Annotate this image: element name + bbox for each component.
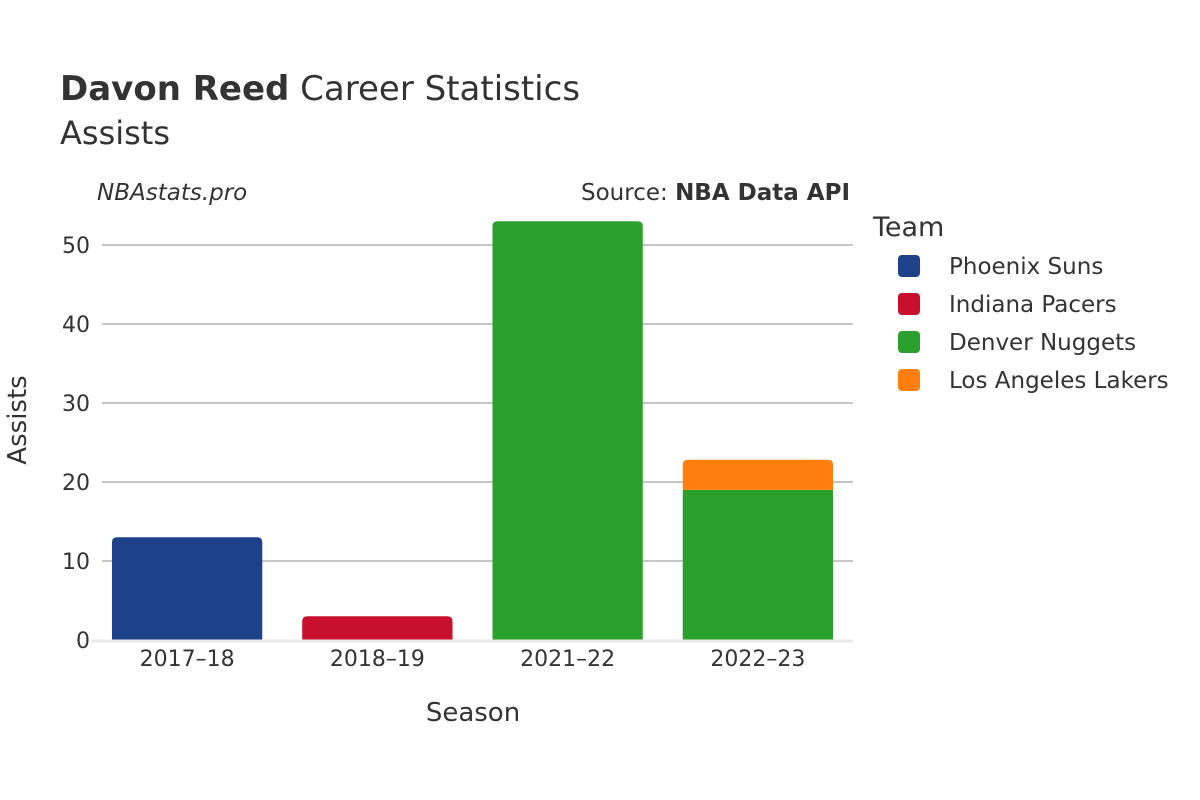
x-axis-title: Season <box>426 698 520 728</box>
bar-segment <box>492 221 643 641</box>
bar-segment <box>302 616 453 640</box>
bar-segment <box>682 489 834 640</box>
legend-swatch <box>898 369 920 391</box>
chart-title: Davon Reed Career Statistics <box>60 69 580 109</box>
player-name: Davon Reed <box>60 69 289 109</box>
chart-subtitle: Assists <box>60 114 170 152</box>
y-tick-label: 10 <box>62 550 90 575</box>
y-axis-title: Assists <box>3 375 33 464</box>
x-tick-label: 2018–19 <box>330 647 425 672</box>
y-tick-label: 50 <box>62 234 90 259</box>
legend-item-label: Los Angeles Lakers <box>949 368 1169 394</box>
legend-item-label: Indiana Pacers <box>949 292 1117 318</box>
source-name: NBA Data API <box>675 180 850 206</box>
legend-item-label: Denver Nuggets <box>949 330 1136 356</box>
y-tick-label: 20 <box>62 471 90 496</box>
x-tick-label: 2017–18 <box>140 647 235 672</box>
title-rest: Career Statistics <box>289 69 580 109</box>
y-tick-label: 30 <box>62 392 90 417</box>
source-prefix: Source: <box>581 180 675 206</box>
bar-segment <box>111 537 263 640</box>
watermark: NBAstats.pro <box>97 180 247 206</box>
source-text: Source: NBA Data API <box>581 180 850 206</box>
y-tick-label: 0 <box>76 629 90 654</box>
x-tick-label: 2021–22 <box>520 647 615 672</box>
legend: Team Phoenix Suns Indiana Pacers Denver Nu… <box>872 212 1169 394</box>
x-tick-label: 2022–23 <box>710 647 805 672</box>
y-tick-label: 40 <box>62 313 90 338</box>
legend-item-label: Phoenix Suns <box>949 254 1103 280</box>
legend-swatch <box>898 255 920 277</box>
legend-title: Team <box>872 212 944 243</box>
legend-swatch <box>898 293 920 315</box>
bars <box>111 221 834 641</box>
legend-swatch <box>898 331 920 353</box>
axes: 0 10 20 30 40 50 2017–18 2018–19 2021–22 2022–23 <box>62 234 853 672</box>
bar-segment <box>682 459 834 490</box>
